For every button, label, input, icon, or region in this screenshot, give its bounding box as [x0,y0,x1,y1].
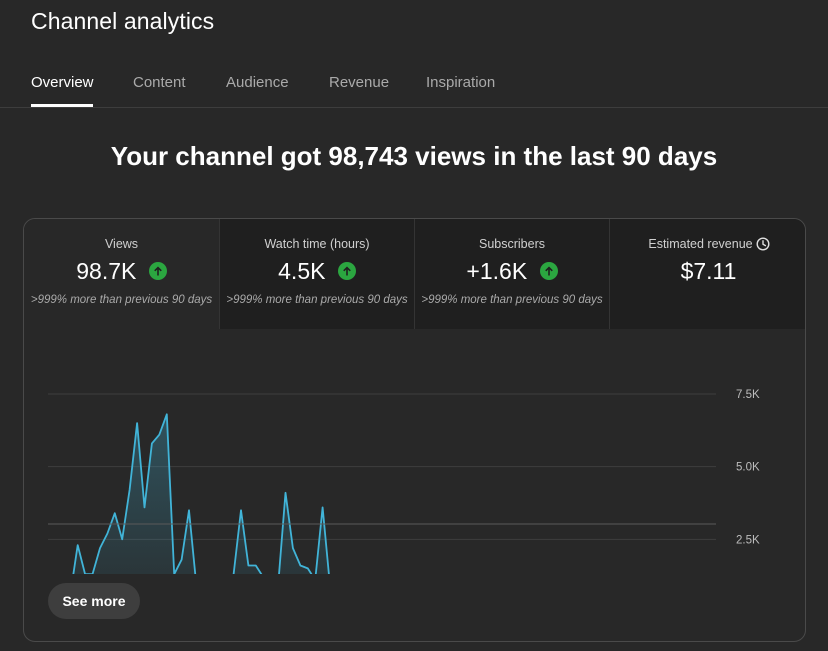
arrow-up-icon [148,261,167,280]
overview-card: Views 98.7K >999% more than previous 90 … [23,218,806,642]
tab-bar: Overview Content Audience Revenue Inspir… [0,60,828,108]
metric-label: Views [104,237,139,251]
metric-value-row: 4.5K [220,257,414,285]
tab-revenue[interactable]: Revenue [329,74,390,91]
metric-label: Subscribers [479,237,545,251]
active-tab-indicator [31,104,93,107]
arrow-up-icon [337,261,356,280]
views-area [73,414,329,574]
metric-value-row: 98.7K [24,257,219,285]
metric-tabs: Views 98.7K >999% more than previous 90 … [24,219,805,329]
metric-value: $7.11 [680,258,737,285]
tab-audience[interactable]: Audience [226,74,289,91]
tab-content[interactable]: Content [133,74,186,91]
metric-delta: >999% more than previous 90 days [30,294,213,306]
page-title: Channel analytics [31,8,215,34]
metric-value: 98.7K [76,258,137,285]
metric-value-row: $7.11 [610,257,805,285]
metric-delta: >999% more than previous 90 days [226,294,408,306]
metric-label: Watch time (hours) [264,237,370,251]
views-chart[interactable]: 3223 17 Jun ...2 Jul 202417 Jul 20241 Au… [24,329,805,574]
metric-label: Estimated revenue [648,237,753,251]
metric-views[interactable]: Views 98.7K >999% more than previous 90 … [24,219,220,329]
tab-inspiration[interactable]: Inspiration [426,74,496,91]
y-tick-label: 5.0K [736,462,760,474]
y-tick-label: 2.5K [736,534,760,546]
metric-value: +1.6K [466,258,528,285]
views-chart-svg: 3223 17 Jun ...2 Jul 202417 Jul 20241 Au… [48,389,760,574]
views-line [72,413,330,574]
metric-watch-time[interactable]: Watch time (hours) 4.5K >999% more than … [220,219,415,329]
metric-value-row: +1.6K [415,257,609,285]
tab-overview[interactable]: Overview [31,74,94,91]
clock-icon[interactable] [756,237,770,251]
metric-estimated-revenue[interactable]: Estimated revenue $7.11 [610,219,805,329]
y-tick-label: 7.5K [736,389,760,401]
metric-value: 4.5K [278,258,326,285]
arrow-up-icon [539,261,558,280]
see-more-button[interactable]: See more [48,583,140,619]
metric-subscribers[interactable]: Subscribers +1.6K >999% more than previo… [415,219,610,329]
metric-delta: >999% more than previous 90 days [421,294,603,306]
summary-headline: Your channel got 98,743 views in the las… [110,141,718,171]
